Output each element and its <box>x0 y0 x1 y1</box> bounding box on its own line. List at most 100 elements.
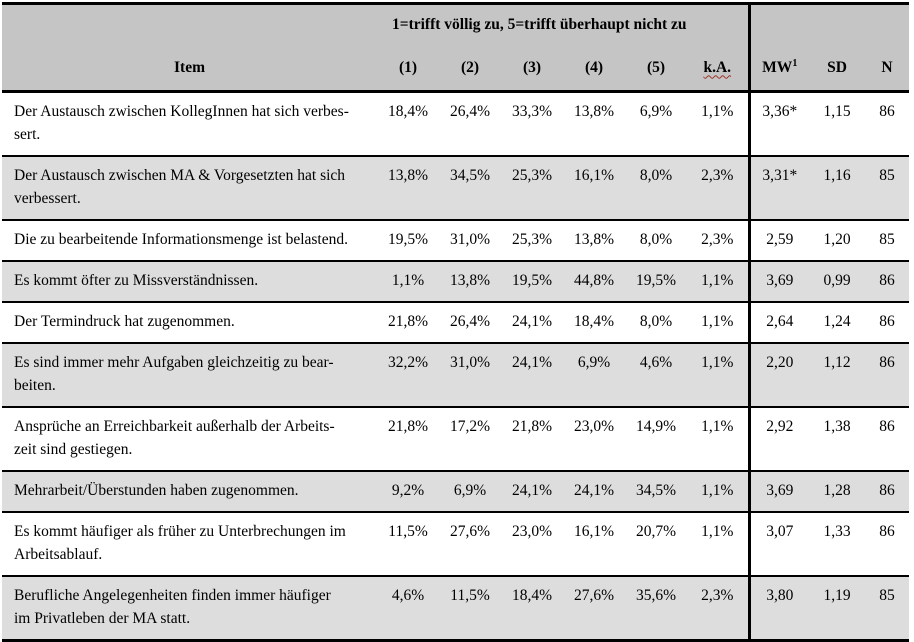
pct-cell-1: 32,2% <box>387 354 429 371</box>
table-row: Der Termindruck hat zugenommen. 21,8% 26,4… <box>2 302 909 343</box>
column-header-rating-1: (1) <box>377 45 439 93</box>
header-spacer-item <box>2 4 377 46</box>
pct-cell-4: 16,1% <box>573 523 615 540</box>
table-row: Die zu bearbeitende Informationsmenge is… <box>2 220 909 261</box>
table-row: Ansprüche an Erreichbarkeit außerhalb de… <box>2 407 909 471</box>
pct-cell-2: 17,2% <box>449 418 491 435</box>
item-cell: Es sind immer mehr Aufgaben gleichzeitig… <box>14 354 334 394</box>
pct-cell-4: 27,6% <box>573 587 615 604</box>
table-row: Es kommt häufiger als früher zu Unterbre… <box>2 512 909 576</box>
pct-cell-1: 19,5% <box>387 231 429 248</box>
mw-cell: 2,59 <box>747 220 809 261</box>
mw-cell: 3,69 <box>747 261 809 302</box>
pct-cell-5: 34,5% <box>635 482 677 499</box>
pct-cell-5: 8,0% <box>639 313 673 330</box>
pct-cell-3: 25,3% <box>511 231 553 248</box>
item-cell: Der Termindruck hat zugenommen. <box>14 313 235 330</box>
ka-cell: 1,1% <box>701 482 734 499</box>
pct-cell-1: 9,2% <box>391 482 425 499</box>
sd-cell: 1,33 <box>823 523 851 540</box>
item-cell: Der Austausch zwischen MA & Vorgesetzten… <box>14 167 346 207</box>
n-cell: 85 <box>879 587 895 604</box>
pct-cell-2: 6,9% <box>453 482 487 499</box>
pct-cell-5: 4,6% <box>639 354 673 371</box>
table-row: Der Austausch zwischen KollegInnen hat s… <box>2 91 909 156</box>
pct-cell-2: 27,6% <box>449 523 491 540</box>
pct-cell-4: 13,8% <box>573 231 615 248</box>
pct-cell-5: 20,7% <box>635 523 677 540</box>
ka-cell: 1,1% <box>701 418 734 435</box>
column-header-sd: SD <box>809 45 865 93</box>
item-cell: Mehrarbeit/Überstunden haben zugenommen. <box>14 482 299 499</box>
mw-cell: 2,92 <box>747 407 809 471</box>
pct-cell-3: 19,5% <box>511 272 553 289</box>
column-header-rating-4: (4) <box>563 45 625 93</box>
item-cell: Der Austausch zwischen KollegInnen hat s… <box>14 103 349 143</box>
mw-cell: 3,80 <box>747 576 809 641</box>
n-cell: 86 <box>879 272 895 289</box>
pct-cell-4: 44,8% <box>573 272 615 289</box>
pct-cell-2: 13,8% <box>449 272 491 289</box>
n-cell: 85 <box>879 231 895 248</box>
pct-cell-2: 34,5% <box>449 167 491 184</box>
table-row: Es sind immer mehr Aufgaben gleichzeitig… <box>2 343 909 407</box>
column-header-mw: MW1 <box>747 45 809 93</box>
mw-cell: 3,36* <box>747 91 809 156</box>
pct-cell-5: 6,9% <box>639 103 673 120</box>
pct-cell-4: 18,4% <box>573 313 615 330</box>
pct-cell-2: 26,4% <box>449 103 491 120</box>
item-cell: Es kommt häufiger als früher zu Unterbre… <box>14 523 346 563</box>
ka-label: k.A. <box>703 58 732 76</box>
pct-cell-4: 16,1% <box>573 167 615 184</box>
mw-cell: 3,07 <box>747 512 809 576</box>
item-cell: Berufliche Angelegenheiten finden immer … <box>14 587 331 627</box>
pct-cell-3: 24,1% <box>511 482 553 499</box>
pct-cell-1: 13,8% <box>387 167 429 184</box>
pct-cell-3: 23,0% <box>511 523 553 540</box>
column-header-n: N <box>865 45 909 93</box>
pct-cell-2: 31,0% <box>449 354 491 371</box>
pct-cell-5: 19,5% <box>635 272 677 289</box>
ka-cell: 1,1% <box>701 354 734 371</box>
n-cell: 85 <box>879 167 895 184</box>
pct-cell-5: 14,9% <box>635 418 677 435</box>
column-header-rating-5: (5) <box>625 45 687 93</box>
ka-cell: 1,1% <box>701 313 734 330</box>
column-header-item: Item <box>2 45 377 93</box>
scale-note-row: 1=trifft völlig zu, 5=trifft überhaupt n… <box>2 3 909 46</box>
sd-cell: 1,38 <box>823 418 851 435</box>
ka-cell: 2,3% <box>701 231 734 248</box>
pct-cell-4: 13,8% <box>573 103 615 120</box>
n-cell: 86 <box>879 313 895 330</box>
sd-cell: 1,19 <box>823 587 851 604</box>
column-headers-row: Item (1) (2) (3) (4) (5) k.A. MW1 SD N <box>2 45 909 93</box>
n-cell: 86 <box>879 418 895 435</box>
mw-label: MW <box>762 58 793 76</box>
ka-cell: 1,1% <box>701 523 734 540</box>
ka-cell: 1,1% <box>701 103 734 120</box>
pct-cell-2: 11,5% <box>450 587 490 604</box>
pct-cell-4: 6,9% <box>577 354 611 371</box>
item-cell: Es kommt öfter zu Missverständnissen. <box>14 272 259 289</box>
pct-cell-1: 21,8% <box>387 418 429 435</box>
table-row: Es kommt öfter zu Missverständnissen. 1,1… <box>2 261 909 302</box>
pct-cell-1: 11,5% <box>388 523 428 540</box>
sd-cell: 1,28 <box>823 482 851 499</box>
scale-note: 1=trifft völlig zu, 5=trifft überhaupt n… <box>392 16 687 33</box>
item-cell: Die zu bearbeitende Informationsmenge is… <box>14 231 348 248</box>
pct-cell-1: 18,4% <box>387 103 429 120</box>
pct-cell-1: 21,8% <box>387 313 429 330</box>
pct-cell-5: 8,0% <box>639 231 673 248</box>
table-row: Der Austausch zwischen MA & Vorgesetzten… <box>2 156 909 220</box>
pct-cell-2: 31,0% <box>449 231 491 248</box>
n-cell: 86 <box>879 354 895 371</box>
table-header: 1=trifft völlig zu, 5=trifft überhaupt n… <box>2 3 909 93</box>
n-cell: 86 <box>879 103 895 120</box>
ka-cell: 1,1% <box>701 272 734 289</box>
column-header-ka: k.A. <box>687 45 749 93</box>
pct-cell-1: 4,6% <box>391 587 425 604</box>
ka-cell: 2,3% <box>701 587 734 604</box>
pct-cell-3: 18,4% <box>511 587 553 604</box>
pct-cell-3: 21,8% <box>511 418 553 435</box>
mw-cell: 3,31* <box>747 156 809 220</box>
